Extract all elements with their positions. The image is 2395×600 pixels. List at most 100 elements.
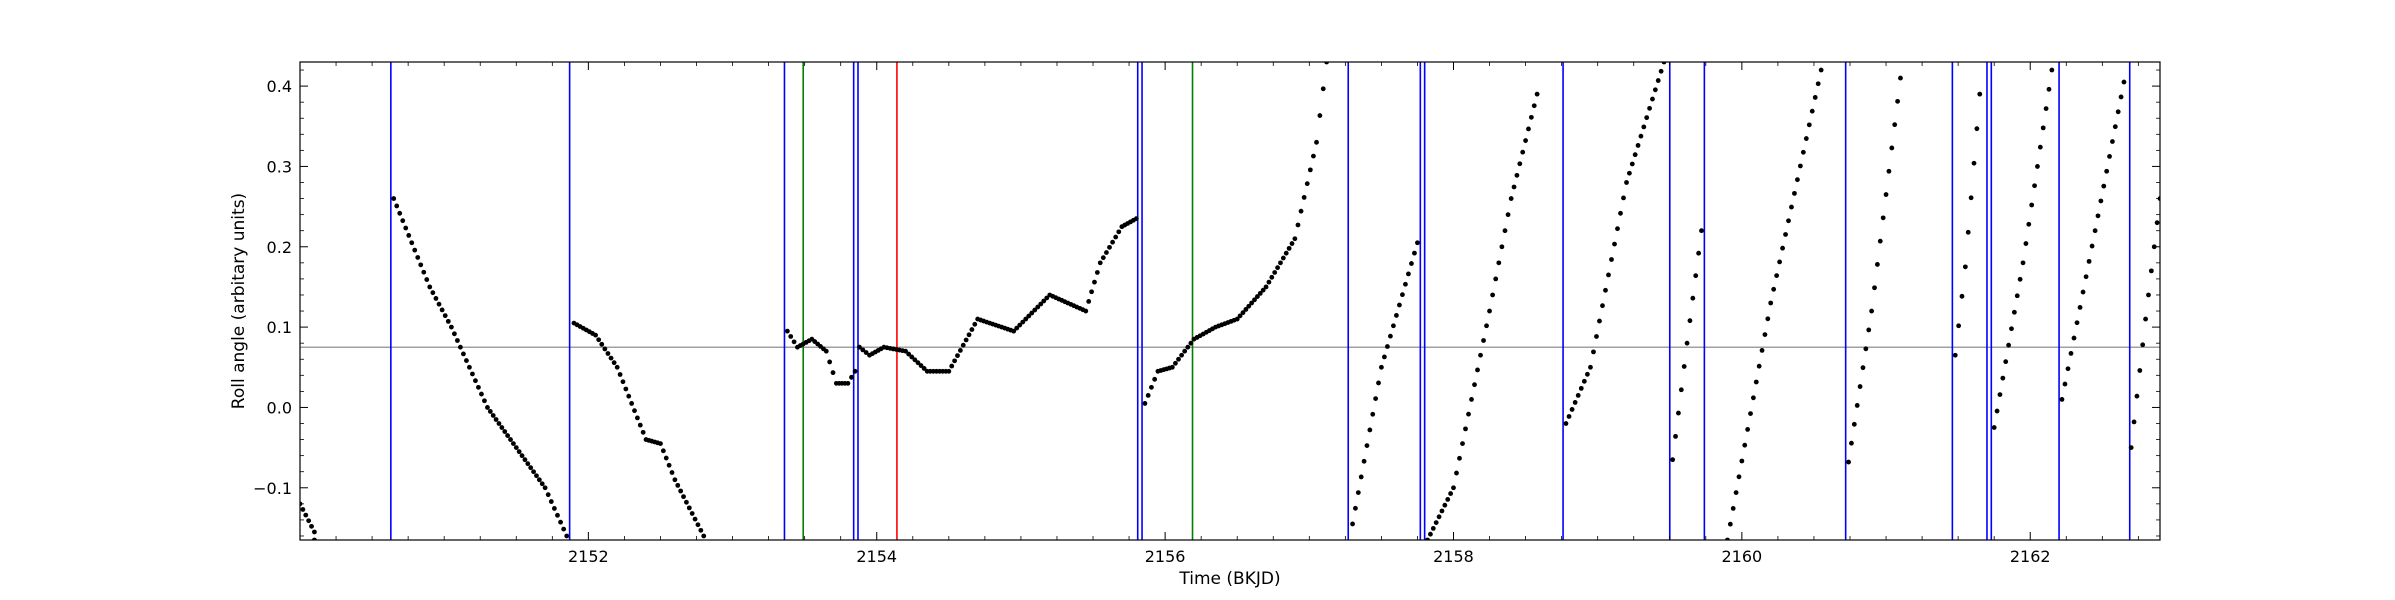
x-tick-label: 2152 bbox=[568, 547, 609, 566]
data-point bbox=[548, 499, 554, 504]
data-point bbox=[2029, 202, 2035, 208]
data-point bbox=[1585, 371, 1590, 377]
data-point bbox=[2101, 183, 2107, 189]
data-point bbox=[1100, 255, 1106, 261]
data-point bbox=[1745, 427, 1751, 432]
data-point bbox=[1169, 364, 1175, 370]
data-point bbox=[1792, 190, 1797, 196]
data-point bbox=[1606, 272, 1611, 278]
data-point bbox=[1615, 226, 1620, 232]
data-point bbox=[1381, 354, 1387, 360]
data-point bbox=[678, 488, 684, 494]
data-point bbox=[788, 334, 794, 339]
data-point bbox=[418, 262, 424, 268]
data-point bbox=[531, 469, 536, 475]
data-point bbox=[2003, 359, 2009, 365]
data-point bbox=[912, 357, 918, 363]
data-point bbox=[1572, 400, 1578, 405]
data-point bbox=[845, 380, 851, 386]
data-point bbox=[2086, 258, 2092, 264]
data-point bbox=[2098, 198, 2104, 204]
data-point bbox=[397, 210, 403, 216]
data-point bbox=[1454, 470, 1459, 476]
data-point bbox=[2014, 293, 2020, 299]
data-point bbox=[421, 269, 427, 275]
data-point bbox=[1997, 392, 2003, 397]
data-point bbox=[1278, 260, 1283, 266]
data-point bbox=[1952, 352, 1958, 358]
data-point bbox=[849, 374, 854, 380]
data-point bbox=[508, 437, 513, 442]
data-point bbox=[1185, 344, 1191, 350]
data-point bbox=[1768, 300, 1774, 306]
data-point bbox=[852, 368, 858, 374]
data-point bbox=[1600, 303, 1605, 309]
data-point bbox=[698, 527, 704, 533]
data-point bbox=[2037, 144, 2043, 150]
data-point bbox=[2043, 106, 2049, 111]
data-point bbox=[1566, 414, 1572, 419]
data-point bbox=[1361, 458, 1367, 464]
data-point bbox=[1612, 241, 1617, 247]
data-point bbox=[1020, 319, 1026, 325]
data-point bbox=[1800, 149, 1806, 155]
data-point bbox=[1292, 236, 1298, 242]
data-point bbox=[1652, 87, 1658, 93]
data-point bbox=[952, 358, 958, 364]
data-point bbox=[1753, 379, 1759, 385]
data-point bbox=[1116, 229, 1122, 235]
data-point bbox=[915, 360, 921, 366]
data-point bbox=[660, 448, 666, 454]
data-point bbox=[1097, 260, 1103, 266]
plot-area bbox=[300, 62, 2160, 540]
y-tick-label: 0.1 bbox=[267, 318, 292, 337]
data-point bbox=[306, 518, 312, 524]
data-point bbox=[436, 301, 442, 307]
data-point bbox=[1466, 411, 1471, 417]
data-point bbox=[555, 512, 560, 518]
data-point bbox=[479, 391, 484, 397]
data-point bbox=[1263, 284, 1269, 290]
data-point bbox=[1237, 313, 1243, 319]
data-point bbox=[309, 523, 314, 529]
data-point bbox=[513, 445, 519, 451]
data-point bbox=[2128, 445, 2134, 451]
data-point bbox=[2068, 351, 2074, 356]
data-point bbox=[1739, 458, 1745, 464]
data-point bbox=[1436, 514, 1442, 520]
data-point bbox=[1451, 485, 1456, 491]
data-point bbox=[442, 313, 448, 319]
data-point bbox=[1635, 143, 1641, 148]
data-point bbox=[2065, 366, 2071, 372]
data-point bbox=[921, 366, 927, 371]
data-point bbox=[1883, 192, 1889, 197]
data-point bbox=[1173, 360, 1178, 366]
data-point bbox=[1272, 270, 1278, 275]
data-point bbox=[596, 337, 602, 343]
data-point bbox=[1687, 318, 1693, 324]
data-point bbox=[1644, 115, 1650, 121]
data-point bbox=[536, 477, 542, 483]
data-point bbox=[564, 533, 570, 539]
data-point bbox=[312, 529, 317, 535]
data-point bbox=[2023, 241, 2029, 246]
data-point bbox=[2059, 397, 2065, 402]
data-point bbox=[2089, 243, 2095, 249]
x-tick-label: 2154 bbox=[856, 547, 897, 566]
data-point bbox=[482, 398, 487, 404]
x-tick-label: 2162 bbox=[2010, 547, 2051, 566]
data-point bbox=[1618, 210, 1623, 216]
x-tick-label: 2156 bbox=[1145, 547, 1186, 566]
data-point bbox=[1869, 308, 1875, 314]
data-point bbox=[1397, 302, 1402, 308]
data-point bbox=[2032, 183, 2037, 189]
data-point bbox=[2121, 79, 2127, 85]
data-point bbox=[1684, 340, 1690, 346]
data-point bbox=[906, 351, 912, 357]
data-point bbox=[1974, 126, 1980, 132]
data-point bbox=[1563, 421, 1569, 426]
data-point bbox=[1650, 96, 1655, 102]
data-point bbox=[1152, 376, 1158, 382]
data-point bbox=[1523, 138, 1528, 143]
